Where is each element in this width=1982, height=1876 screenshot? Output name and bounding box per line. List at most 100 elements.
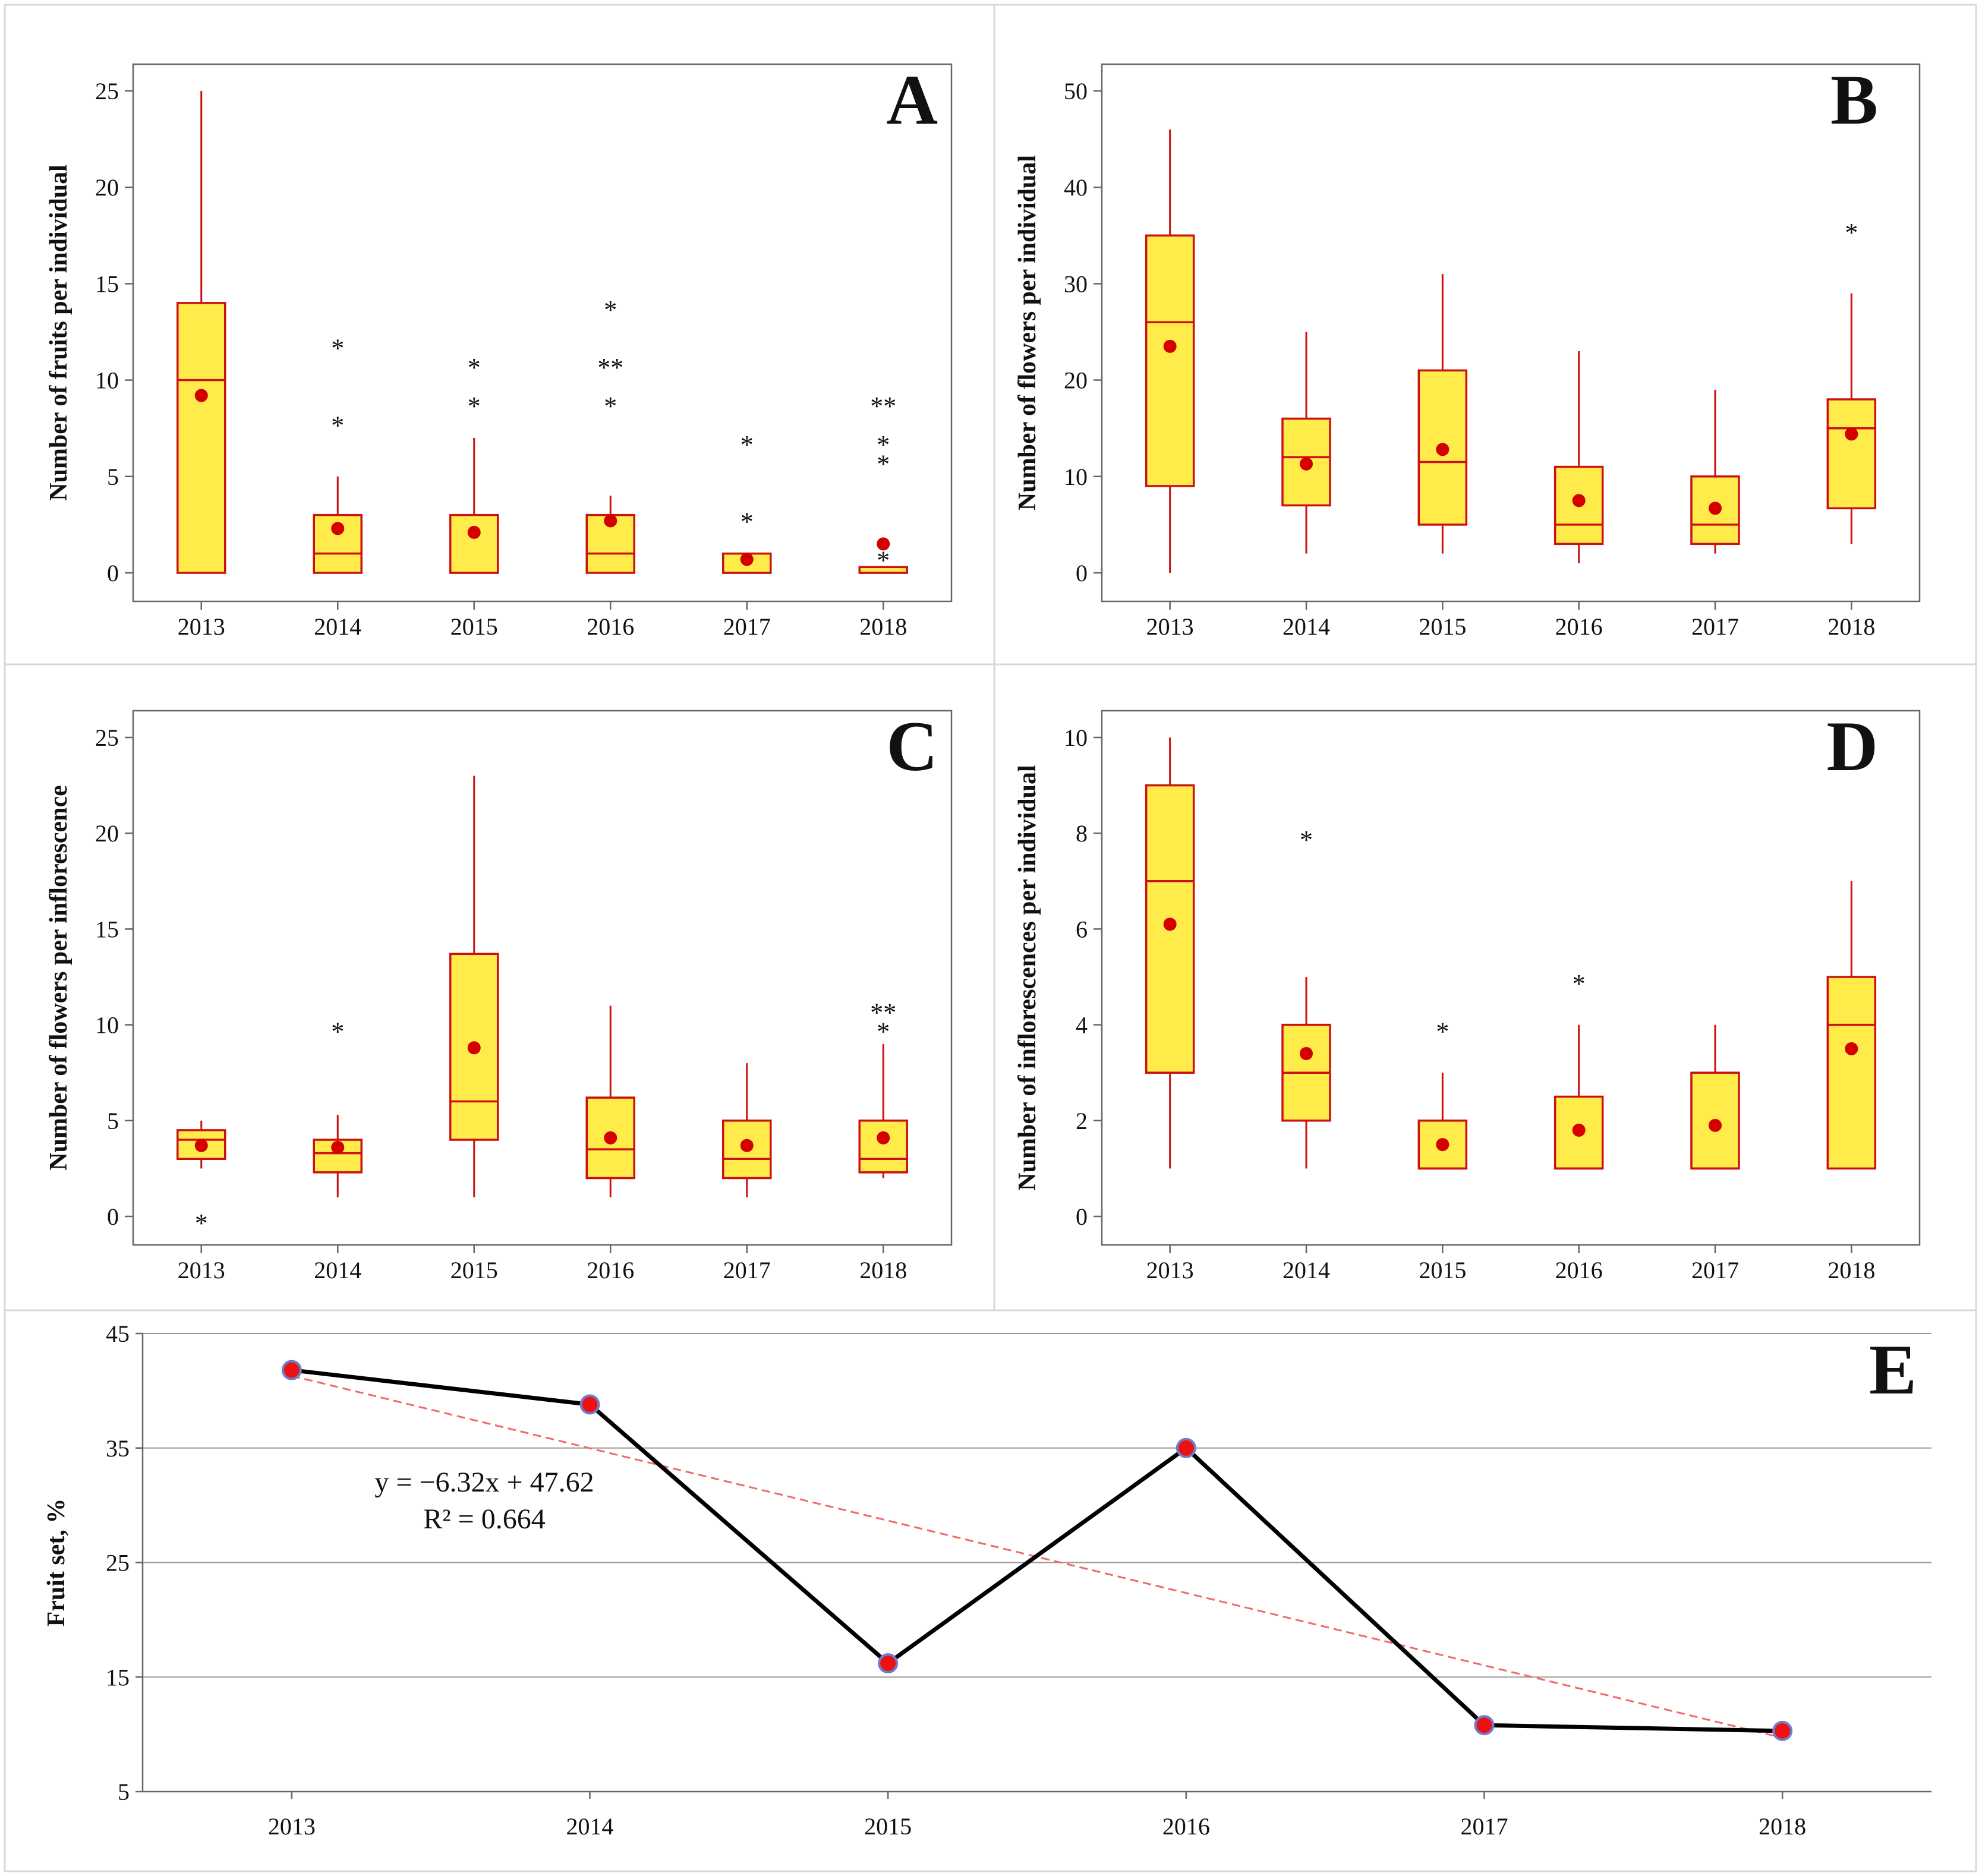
x-tick-label-A: 2014 [314,613,361,640]
outlier-marker: * [877,430,890,459]
data-point [1474,1715,1495,1736]
mean-point [877,537,890,551]
x-tick-label-A: 2015 [450,613,498,640]
box [449,953,499,1141]
outlier-marker: * [468,392,481,421]
x-tick-label-E: 2016 [1162,1813,1210,1840]
outlier-marker: * [741,430,754,459]
outlier-marker: * [1436,1017,1449,1046]
mean-point [194,389,208,402]
x-tick-label-B: 2014 [1283,613,1330,640]
x-tick-label-A: 2013 [178,613,225,640]
panel-letter-D: D [1826,707,1878,786]
plot-area-D [1101,710,1921,1246]
mean-point [1709,1118,1722,1132]
y-tick-label-A: 0 [107,560,119,587]
panel-a-chart: 0 5 10 15 20 25 2013 2014 2015 2016 2017 2018 Number… [45,60,953,640]
mean-point [194,1139,208,1152]
y-axis-title-A: Number of fruits per individual [45,165,73,501]
y-tick-label-B: 40 [1064,174,1088,201]
y-tick-label-C: 25 [95,724,119,751]
y-tick-label-C: 15 [95,916,119,942]
mean-point [1163,917,1177,931]
panel-e-chart: 5 15 25 35 45 2013 2014 2015 2016 2017 2018 Fruit s… [43,1320,1931,1840]
data-point [878,1653,899,1674]
panel-letter-B: B [1830,60,1878,139]
y-tick-label-E: 25 [106,1550,130,1577]
box [1145,234,1195,487]
outlier-marker: * [741,507,754,537]
mean-point [740,1139,754,1152]
box [585,513,635,574]
y-tick-label-A: 5 [107,464,119,490]
y-tick-label-A: 20 [95,174,119,201]
mean-point [1572,1123,1586,1137]
panel-letter-C: C [886,707,938,786]
mean-point [877,1131,890,1144]
outlier-marker: * [1845,218,1858,247]
trendline [291,1374,1783,1739]
x-tick-label-C: 2017 [723,1257,771,1284]
data-point [1772,1720,1793,1741]
x-tick-label-A: 2018 [859,613,907,640]
outlier-marker: * [877,1017,890,1046]
y-tick-label-D: 6 [1076,916,1088,942]
x-tick-label-E: 2014 [566,1813,614,1840]
box [1826,398,1877,510]
y-tick-label-D: 8 [1076,820,1088,847]
x-tick-label-E: 2017 [1461,1813,1508,1840]
panel-d-chart: 0 2 4 6 8 10 2013 2014 2015 2016 2017 2018 Number of… [1014,707,1921,1284]
x-tick-label-B: 2013 [1146,613,1194,640]
y-tick-label-A: 15 [95,270,119,297]
y-tick-label-C: 5 [107,1108,119,1134]
x-tick-label-E: 2018 [1759,1813,1806,1840]
y-tick-label-A: 10 [95,367,119,394]
mean-point [1300,1046,1313,1060]
y-tick-label-E: 35 [106,1435,130,1462]
plot-area-C [132,710,953,1246]
outlier-marker: * [331,411,344,440]
data-point [1176,1437,1196,1458]
y-tick-label-E: 5 [118,1779,130,1805]
x-tick-label-A: 2016 [587,613,634,640]
y-tick-label-B: 10 [1064,464,1088,490]
mean-point [604,514,617,528]
x-tick-label-B: 2017 [1691,613,1739,640]
box [1826,976,1877,1170]
outlier-marker: * [877,546,890,575]
outlier-marker: * [468,353,481,382]
mean-point [1845,1042,1858,1055]
outlier-marker: * [604,392,617,421]
y-tick-label-E: 15 [106,1664,130,1691]
x-tick-label-C: 2018 [859,1257,907,1284]
mean-point [1572,494,1586,507]
mean-point [1163,339,1177,353]
y-tick-label-C: 10 [95,1012,119,1039]
box [449,513,499,574]
data-point [579,1394,600,1415]
panel-letter-A: A [886,60,938,139]
data-point [281,1360,302,1380]
mean-point [604,1131,617,1144]
mean-point [740,553,754,566]
y-tick-label-C: 20 [95,820,119,847]
outlier-marker: ** [870,998,896,1027]
mean-point [331,1140,345,1154]
outlier-marker: * [1300,825,1313,855]
x-tick-label-B: 2016 [1555,613,1603,640]
outlier-marker: * [604,295,617,324]
outlier-marker: * [1573,969,1586,998]
x-tick-label-B: 2018 [1827,613,1875,640]
box [177,302,226,574]
outlier-marker: * [195,1209,208,1238]
y-tick-label-B: 30 [1064,270,1088,297]
mean-point [331,522,345,535]
box [313,513,363,574]
outlier-marker: * [331,1017,344,1046]
y-axis-title-B: Number of flowers per individual [1014,155,1041,510]
mean-point [1845,427,1858,441]
trendline-equation: y = −6.32x + 47.62 [374,1467,594,1498]
plot-area-A [132,63,953,603]
y-tick-label-A: 25 [95,78,119,105]
outlier-marker: * [877,449,890,478]
